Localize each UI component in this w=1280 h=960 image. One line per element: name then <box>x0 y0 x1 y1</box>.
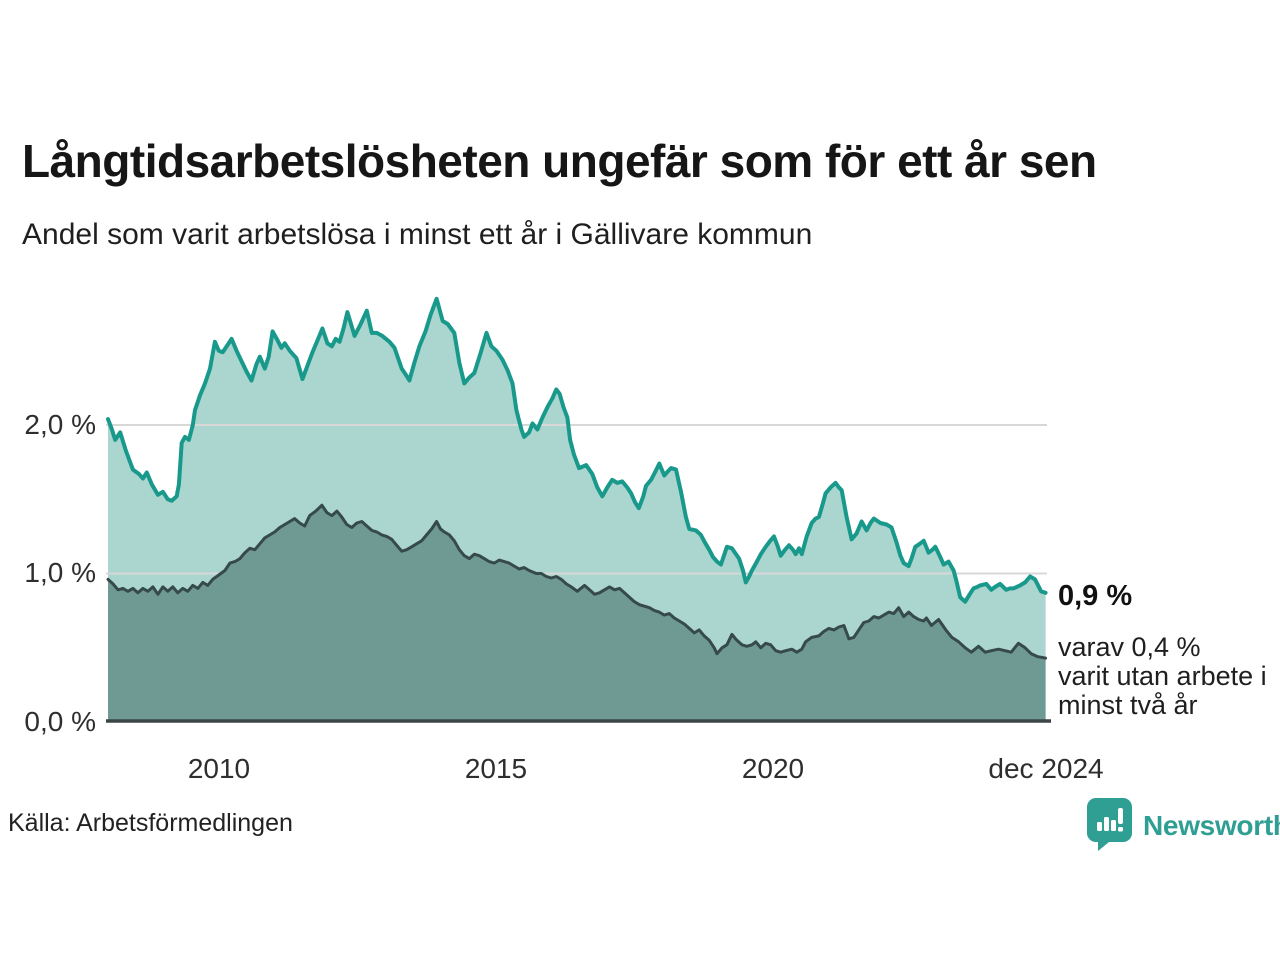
bar-1 <box>1097 822 1102 831</box>
x-axis-tick-2015: 2015 <box>464 753 528 784</box>
y-axis-tick-2-0: 2,0 % <box>24 409 96 440</box>
line-minst-tva-ar <box>106 503 1048 660</box>
y-axis-tick-1-0: 1,0 % <box>24 557 96 588</box>
bar-3 <box>1111 820 1116 831</box>
end-detail-line-1: varav 0,4 % <box>1058 632 1201 662</box>
area-fill-minst-tva-ar <box>108 505 1046 722</box>
page-title: Långtidsarbetslösheten ungefär som för e… <box>22 135 1097 187</box>
end-value-label: 0,9 % <box>1058 580 1133 612</box>
bar-2 <box>1104 817 1109 831</box>
chart-subtitle: Andel som varit arbetslösa i minst ett å… <box>22 218 813 251</box>
end-detail-line-3: minst två år <box>1058 690 1198 720</box>
exclamation-stem <box>1118 808 1123 824</box>
line-minst-ett-ar <box>106 296 1048 604</box>
brand-name: Newsworthy <box>1143 810 1280 841</box>
x-axis-tick-2010: 2010 <box>187 753 251 784</box>
end-detail-line-2: varit utan arbete i <box>1058 661 1267 691</box>
end-detail-label: varav 0,4 % varit utan arbete i minst tv… <box>1058 633 1267 720</box>
x-axis-tick-2020: 2020 <box>741 753 805 784</box>
bubble-shape <box>1087 798 1132 851</box>
source-attribution: Källa: Arbetsförmedlingen <box>8 809 293 837</box>
newsworthy-logo: Newsworthy <box>1086 797 1280 851</box>
x-axis-tick-dec-2024: dec 2024 <box>988 753 1104 784</box>
y-axis-tick-0-0: 0,0 % <box>24 706 96 737</box>
newsworthy-bubble-icon <box>1087 798 1132 851</box>
exclamation-dot <box>1118 827 1123 832</box>
